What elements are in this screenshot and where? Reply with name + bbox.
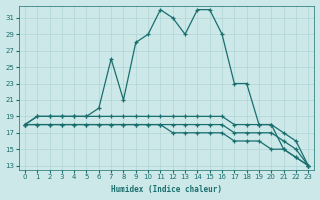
X-axis label: Humidex (Indice chaleur): Humidex (Indice chaleur)	[111, 185, 222, 194]
